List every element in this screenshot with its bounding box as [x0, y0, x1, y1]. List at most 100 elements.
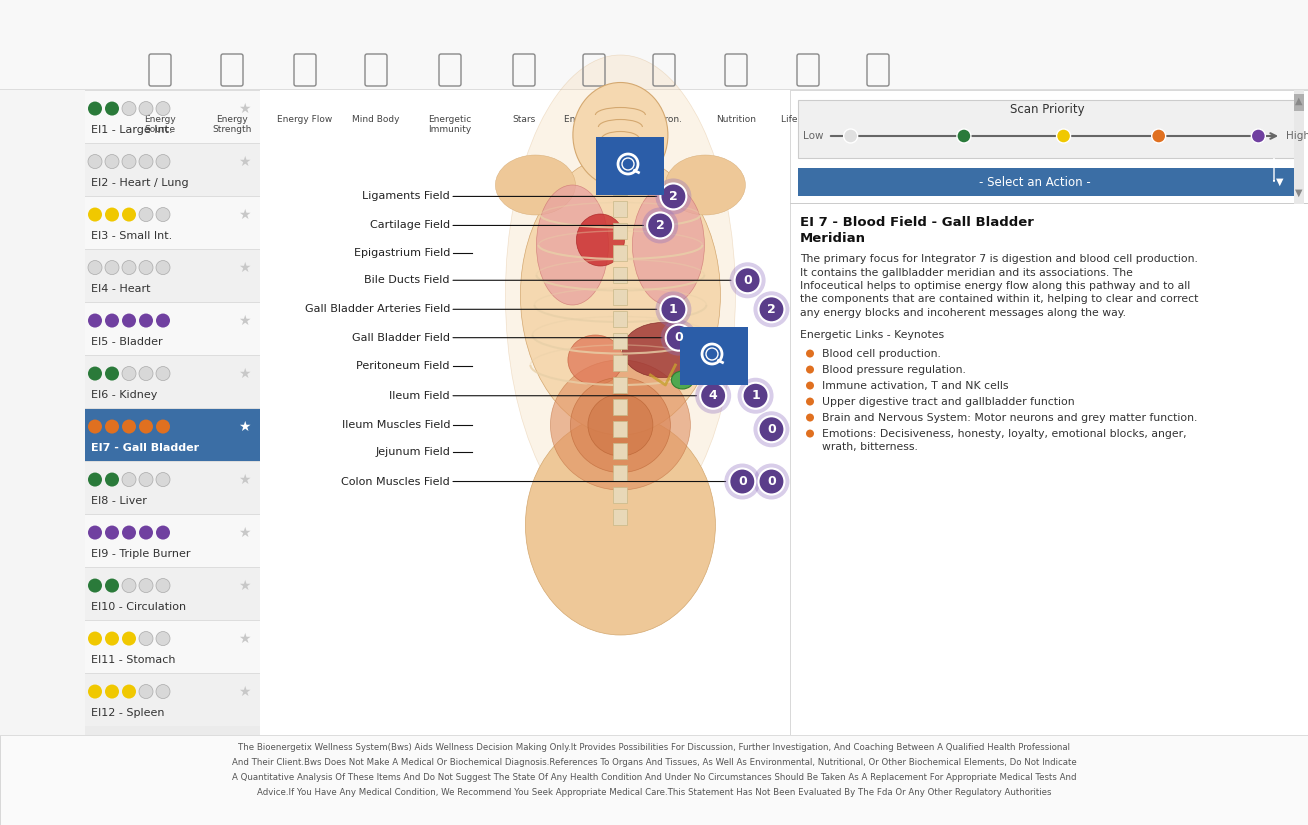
Bar: [596, 137, 664, 195]
Circle shape: [806, 350, 814, 357]
Circle shape: [759, 296, 785, 323]
Text: Environ.: Environ.: [646, 115, 683, 124]
Bar: [613, 465, 628, 481]
Text: 2: 2: [766, 303, 776, 316]
Circle shape: [139, 261, 153, 275]
Text: Low: Low: [803, 131, 823, 141]
Text: ★: ★: [238, 314, 250, 328]
Text: 0: 0: [743, 274, 752, 287]
Circle shape: [88, 314, 102, 328]
Circle shape: [88, 420, 102, 434]
Circle shape: [759, 469, 785, 494]
Circle shape: [105, 314, 119, 328]
Ellipse shape: [632, 142, 640, 148]
Bar: [613, 223, 628, 239]
Text: Gall Bladder Field: Gall Bladder Field: [352, 332, 450, 342]
Text: ★: ★: [238, 208, 250, 222]
Bar: [85, 355, 260, 408]
Circle shape: [156, 685, 170, 699]
Circle shape: [738, 378, 773, 413]
Circle shape: [753, 464, 790, 499]
Circle shape: [122, 101, 136, 116]
Text: EI5 - Bladder: EI5 - Bladder: [92, 337, 162, 346]
Ellipse shape: [632, 185, 705, 305]
Text: Blood pressure regulation.: Blood pressure regulation.: [821, 365, 965, 375]
Text: ★: ★: [238, 632, 250, 645]
Text: ▲: ▲: [1295, 96, 1303, 106]
Circle shape: [730, 469, 755, 494]
Bar: [1294, 94, 1304, 111]
Circle shape: [105, 101, 119, 116]
Text: EI2 - Heart / Lung: EI2 - Heart / Lung: [92, 177, 188, 188]
Text: Cartilage Field: Cartilage Field: [370, 220, 450, 230]
Circle shape: [122, 685, 136, 699]
Bar: [613, 443, 628, 459]
Ellipse shape: [568, 335, 623, 385]
Text: The Bioenergetix Wellness System(Bws) Aids Wellness Decision Making Only.It Prov: The Bioenergetix Wellness System(Bws) Ai…: [238, 743, 1070, 752]
Bar: [680, 327, 748, 385]
Text: EI6 - Kidney: EI6 - Kidney: [92, 389, 157, 400]
Circle shape: [156, 473, 170, 487]
Bar: [613, 377, 628, 393]
Bar: [613, 421, 628, 437]
Circle shape: [122, 632, 136, 645]
Text: Ileum Field: Ileum Field: [390, 391, 450, 401]
Bar: [613, 355, 628, 371]
Text: Gall Bladder Arteries Field: Gall Bladder Arteries Field: [305, 304, 450, 314]
Bar: [790, 90, 1308, 735]
Text: 1: 1: [668, 303, 678, 316]
Text: Peritoneum Field: Peritoneum Field: [357, 361, 450, 371]
Circle shape: [806, 430, 814, 437]
Ellipse shape: [505, 55, 735, 535]
Circle shape: [695, 378, 731, 413]
Circle shape: [730, 262, 765, 299]
Circle shape: [105, 261, 119, 275]
Text: Upper digestive tract and gallbladder function: Upper digestive tract and gallbladder fu…: [821, 397, 1075, 407]
Text: 0: 0: [766, 422, 776, 436]
Ellipse shape: [536, 185, 608, 305]
Text: Emotions: Decisiveness, honesty, loyalty, emotional blocks, anger,: Emotions: Decisiveness, honesty, loyalty…: [821, 429, 1186, 439]
Circle shape: [642, 207, 678, 243]
Circle shape: [88, 101, 102, 116]
Circle shape: [139, 101, 153, 116]
Text: Life Journey: Life Journey: [781, 115, 835, 124]
Circle shape: [700, 383, 726, 408]
Circle shape: [105, 526, 119, 540]
Text: 4: 4: [709, 389, 718, 403]
Ellipse shape: [573, 82, 668, 187]
Circle shape: [139, 420, 153, 434]
Circle shape: [105, 473, 119, 487]
Text: ★: ★: [238, 366, 250, 380]
Circle shape: [1252, 129, 1265, 143]
Bar: [85, 567, 260, 620]
Circle shape: [156, 366, 170, 380]
Text: EI3 - Small Int.: EI3 - Small Int.: [92, 231, 173, 241]
Text: ★: ★: [238, 420, 250, 434]
Ellipse shape: [666, 155, 746, 215]
Ellipse shape: [526, 415, 715, 635]
Circle shape: [661, 296, 687, 323]
Bar: [85, 620, 260, 673]
Bar: [0, 88, 1308, 90]
Text: 1: 1: [751, 389, 760, 403]
Bar: [85, 90, 260, 143]
Text: any energy blocks and incoherent messages along the way.: any energy blocks and incoherent message…: [800, 308, 1126, 318]
Text: ★: ★: [238, 261, 250, 275]
Circle shape: [156, 526, 170, 540]
Circle shape: [661, 319, 697, 356]
Text: Advice.If You Have Any Medical Condition, We Recommend You Seek Appropriate Medi: Advice.If You Have Any Medical Condition…: [256, 788, 1052, 797]
Circle shape: [666, 325, 692, 351]
Circle shape: [139, 473, 153, 487]
Bar: [613, 509, 628, 525]
Bar: [85, 461, 260, 514]
Text: the components that are contained within it, helping to clear and correct: the components that are contained within…: [800, 295, 1198, 304]
Text: ▼: ▼: [1277, 177, 1283, 187]
Text: High: High: [1286, 131, 1308, 141]
Text: Jejunum Field: Jejunum Field: [375, 447, 450, 458]
Circle shape: [725, 464, 760, 499]
Text: Ligaments Field: Ligaments Field: [362, 191, 450, 201]
Text: Infoceutical helps to optimise energy flow along this pathway and to all: Infoceutical helps to optimise energy fl…: [800, 281, 1190, 291]
Bar: [0, 90, 85, 735]
Circle shape: [1151, 129, 1165, 143]
Text: - Select an Action -: - Select an Action -: [980, 176, 1091, 188]
